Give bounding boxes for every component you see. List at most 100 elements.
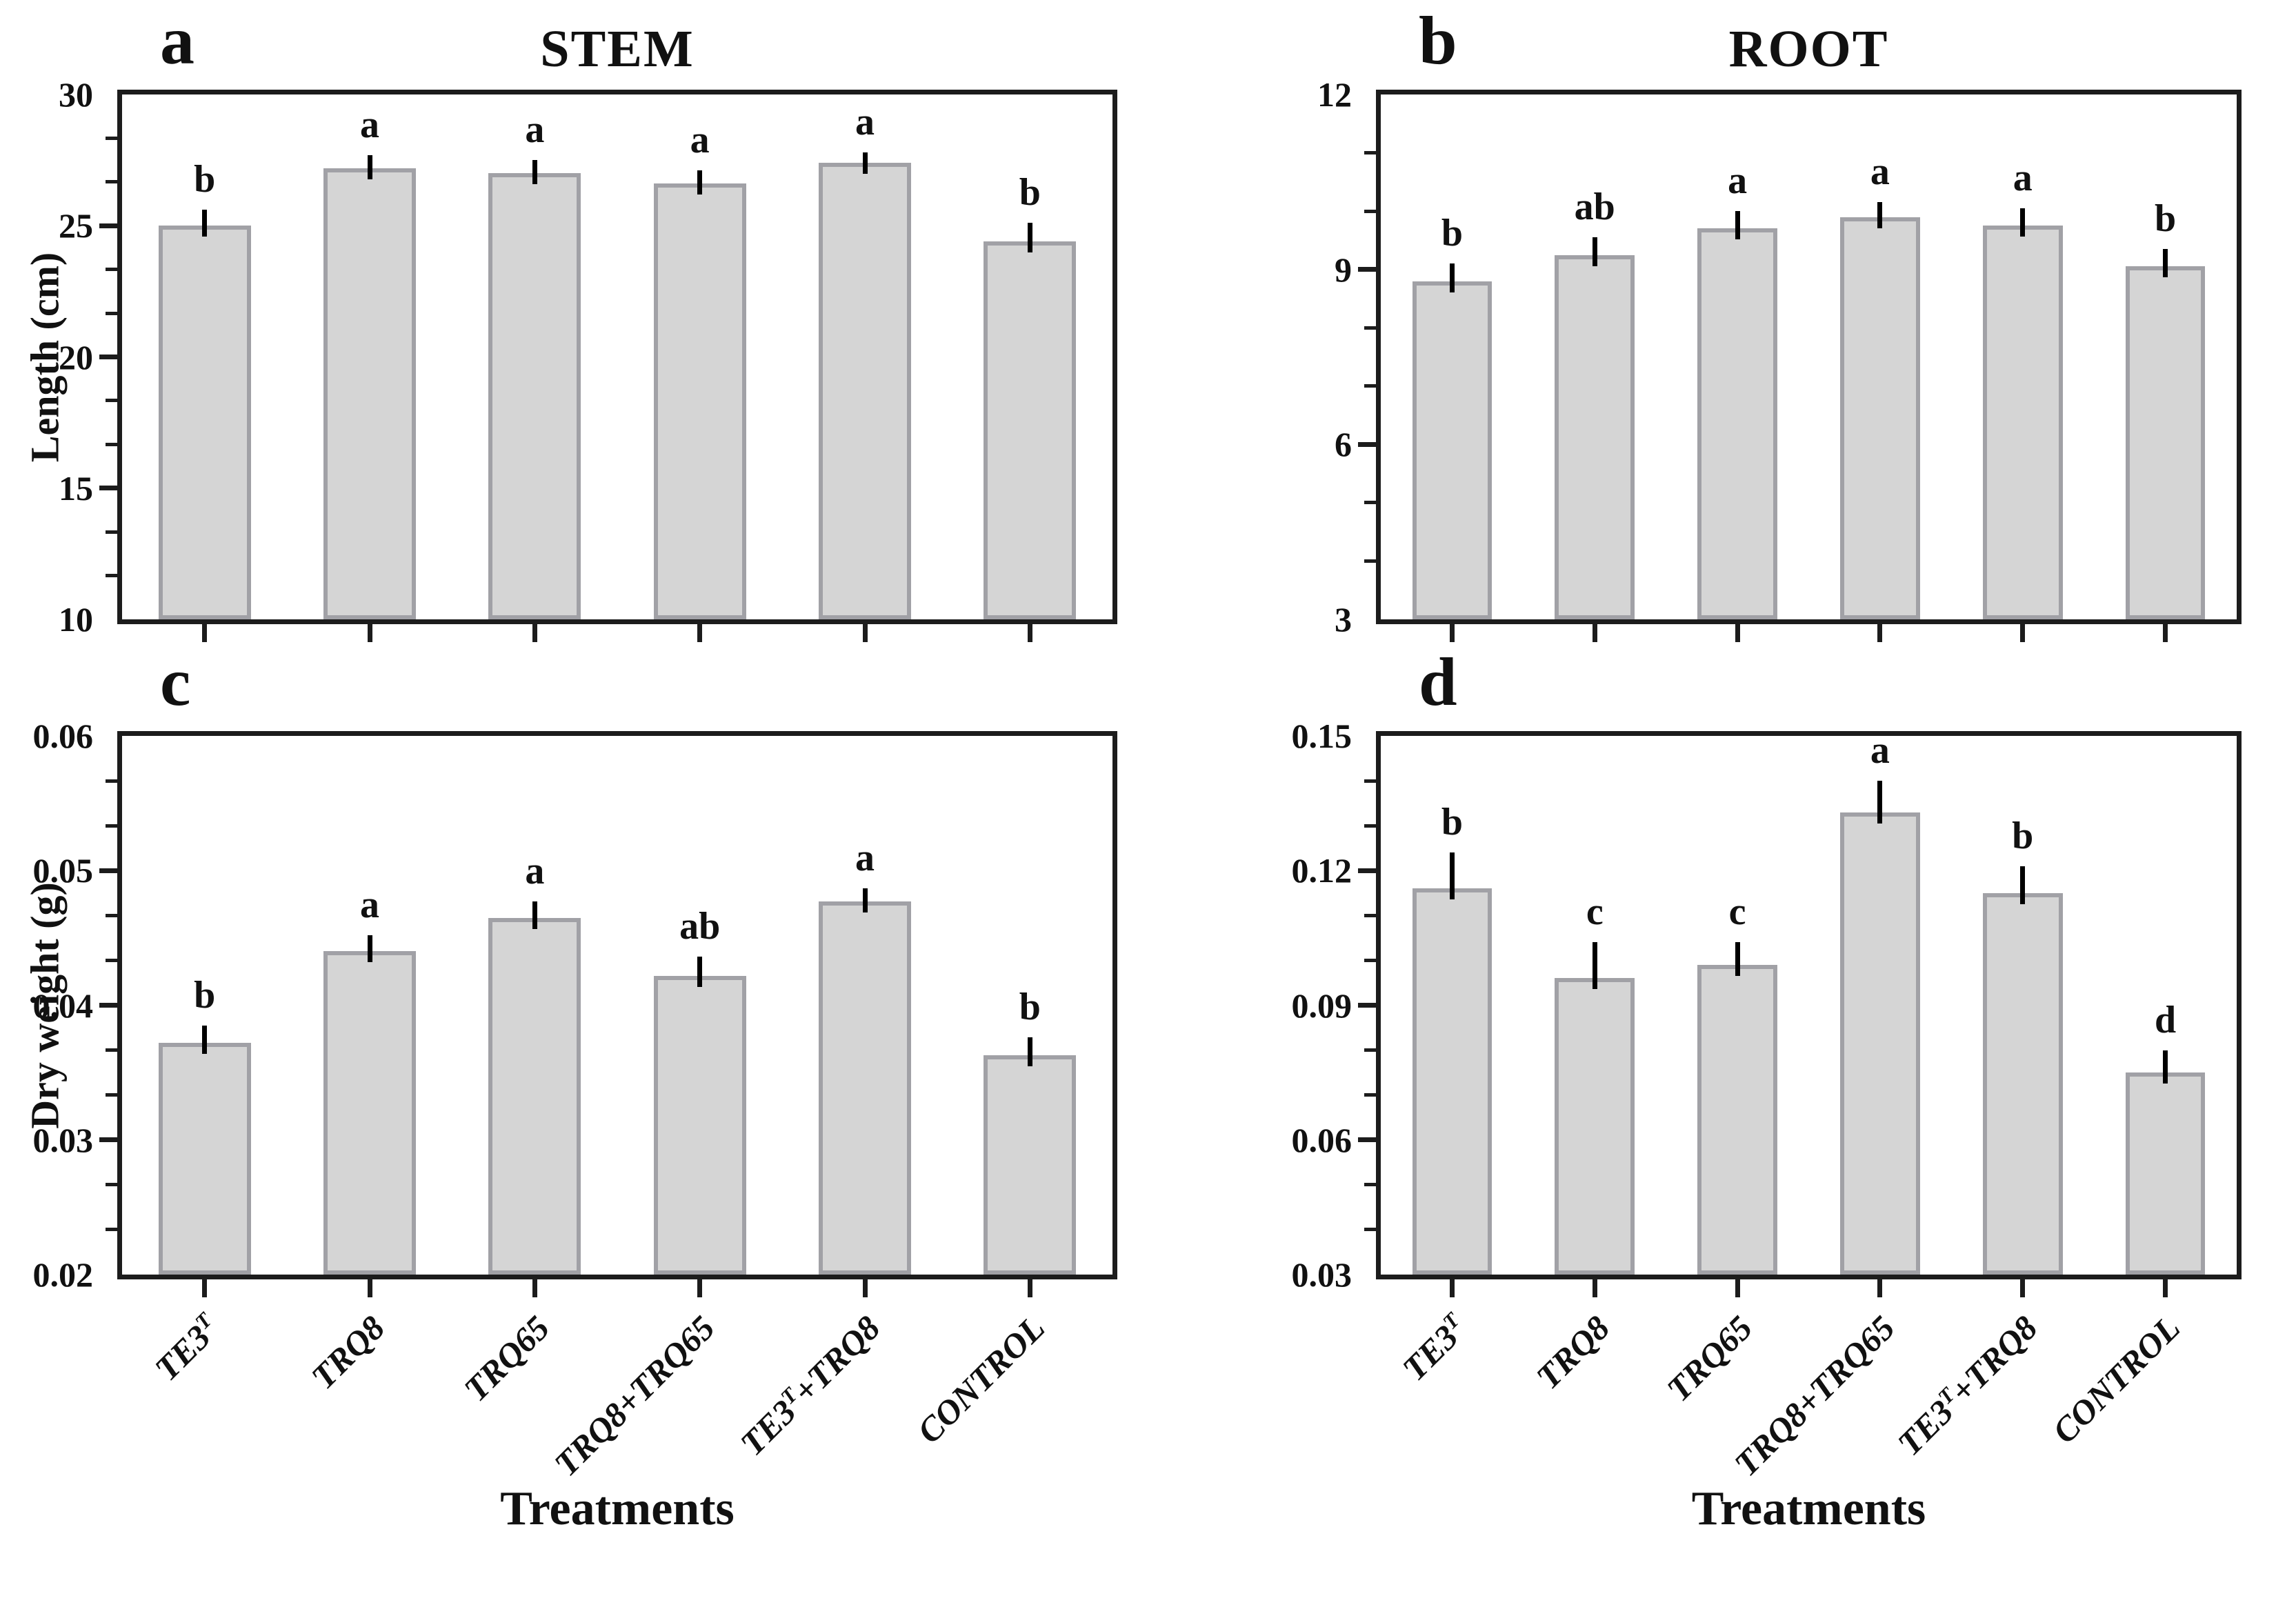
panel-b-root: b ROOT 3 6 9 12 b ab a a a b	[1317, 6, 2242, 642]
error-bar	[2020, 866, 2026, 904]
x-tick	[1449, 1279, 1455, 1297]
y-minor-tick	[1364, 151, 1376, 155]
y-minor-tick	[106, 268, 117, 272]
x-tick	[697, 624, 703, 642]
bar	[2125, 266, 2206, 619]
y-minor-tick	[106, 1183, 117, 1187]
x-tick	[1877, 1279, 1883, 1297]
x-tick-label: CONTROL	[2045, 1308, 2188, 1451]
significance-letter: b	[2155, 197, 2177, 241]
significance-letter: a	[525, 108, 545, 152]
x-tick-label: CONTROL	[910, 1308, 1052, 1451]
panel-a-stem: a STEM Length (cm) 10 15 20 25 30 b a a a a b	[23, 6, 1117, 642]
error-bar	[532, 901, 537, 929]
y-minor-tick	[1364, 559, 1376, 563]
bar	[323, 951, 416, 1275]
bar	[1697, 228, 1777, 619]
error-bar	[1449, 852, 1455, 900]
bar	[1982, 892, 2063, 1275]
panel-c-stem-dry-weight: c Dry weight (g) Treatments 0.02 0.03 0.04…	[23, 648, 1117, 1535]
error-bar	[2163, 1050, 2168, 1084]
y-minor-tick	[1364, 824, 1376, 828]
bar	[158, 1043, 251, 1275]
bar	[1840, 812, 1920, 1275]
error-bar	[1449, 263, 1455, 292]
x-tick	[1027, 624, 1032, 642]
panel-letter-c: c	[160, 643, 191, 720]
y-minor-tick	[1364, 913, 1376, 917]
x-tick	[1735, 624, 1740, 642]
error-bar	[1877, 202, 1883, 228]
y-minor-tick	[106, 399, 117, 403]
significance-letter: b	[1019, 986, 1041, 1029]
significance-letter: ab	[679, 905, 721, 948]
x-axis-title-treatments: Treatments	[500, 1482, 735, 1535]
error-bar	[532, 160, 537, 185]
y-minor-tick	[106, 824, 117, 828]
significance-letter: a	[690, 119, 710, 162]
error-bar	[2163, 249, 2168, 278]
x-tick	[532, 624, 537, 642]
bar	[653, 183, 746, 619]
y-tick-label: 0.06	[1291, 1120, 1352, 1159]
significance-letter: b	[1441, 801, 1463, 844]
bar	[158, 226, 251, 619]
bar	[984, 1055, 1077, 1275]
significance-letter: a	[525, 850, 545, 893]
y-minor-tick	[1364, 209, 1376, 213]
significance-letter: d	[2155, 998, 2177, 1041]
bar	[1412, 281, 1493, 619]
x-tick	[2020, 1279, 2026, 1297]
y-minor-tick	[106, 1093, 117, 1097]
significance-letter: b	[1441, 212, 1463, 255]
x-tick	[1449, 624, 1455, 642]
error-bar	[697, 170, 703, 195]
bar	[2125, 1072, 2206, 1275]
panel-d-root-dry-weight: d Treatments 0.03 0.06 0.09 0.12 0.15 b TE3T c T…	[1292, 648, 2242, 1535]
y-tick-label: 30	[59, 75, 93, 114]
y-major-tick	[1358, 868, 1376, 873]
error-bar	[2020, 208, 2026, 237]
significance-letter: c	[1728, 890, 1746, 934]
x-tick	[1592, 624, 1597, 642]
y-tick-label: 0.05	[32, 851, 94, 890]
y-tick-label: 9	[1335, 250, 1352, 289]
y-minor-tick	[106, 779, 117, 783]
bar	[323, 168, 416, 619]
x-tick	[532, 1279, 537, 1297]
bar	[1555, 254, 1635, 619]
error-bar	[367, 154, 372, 179]
significance-letter: b	[1019, 171, 1041, 214]
y-tick-label: 6	[1335, 425, 1352, 464]
bar	[984, 241, 1077, 619]
x-tick	[862, 1279, 868, 1297]
y-major-tick	[99, 486, 117, 491]
x-tick-label: TE3T	[147, 1308, 218, 1388]
y-major-tick	[1358, 441, 1376, 447]
y-tick-label: 0.03	[1291, 1255, 1352, 1294]
x-tick-label: TE3T+TRQ8	[1890, 1308, 2046, 1464]
panel-title-root: ROOT	[1728, 20, 1889, 78]
y-minor-tick	[1364, 326, 1376, 330]
x-tick-label: TRQ65	[456, 1308, 557, 1409]
y-minor-tick	[1364, 1093, 1376, 1097]
bar	[818, 901, 911, 1275]
error-bar	[862, 888, 868, 913]
y-minor-tick	[106, 913, 117, 917]
x-tick-label: TE3T+TRQ8	[732, 1308, 888, 1464]
significance-letter: a	[1728, 159, 1748, 203]
y-major-tick	[1358, 1137, 1376, 1143]
y-major-tick	[99, 1137, 117, 1143]
error-bar	[862, 152, 868, 174]
bar	[1555, 978, 1635, 1275]
x-tick	[1877, 624, 1883, 642]
panel-title-stem: STEM	[540, 20, 695, 78]
x-tick	[367, 624, 372, 642]
x-tick	[2020, 624, 2026, 642]
y-tick-label: 20	[59, 337, 93, 377]
significance-letter: a	[1870, 150, 1890, 194]
y-minor-tick	[106, 1048, 117, 1052]
bar	[1840, 217, 1920, 619]
y-tick-label: 25	[59, 206, 93, 246]
panel-letter-a: a	[160, 2, 194, 79]
